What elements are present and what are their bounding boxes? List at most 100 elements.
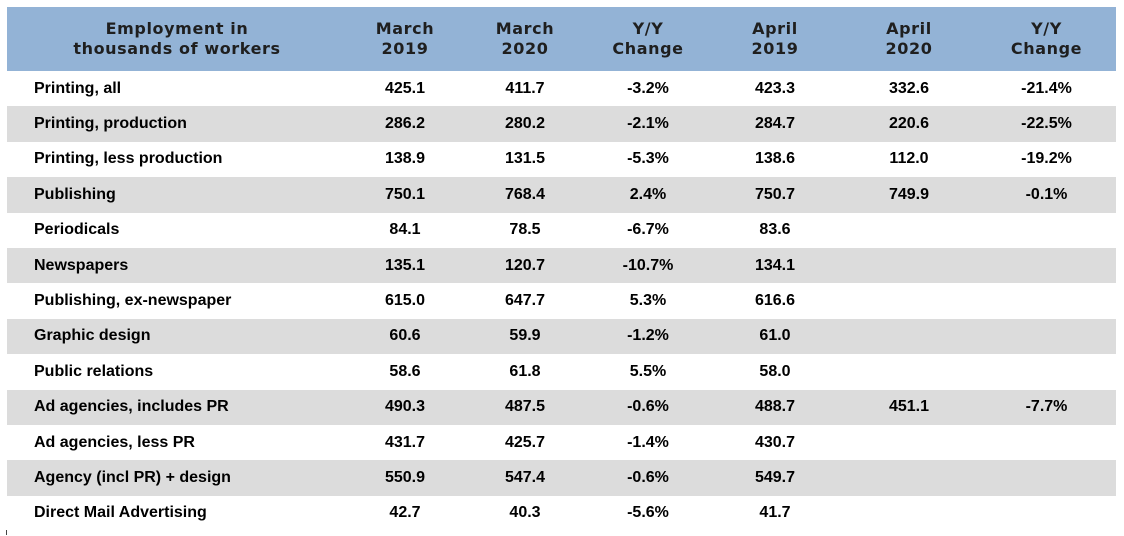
march-2019-cell: 550.9 xyxy=(384,468,426,486)
march-2019-cell: 84.1 xyxy=(389,221,421,239)
employment-table-container: Employment in thousands of workers March… xyxy=(7,7,1116,531)
april-yy-change-cell xyxy=(977,496,1116,531)
header-text: Change xyxy=(1010,39,1083,58)
march-2020-cell: 131.5 xyxy=(504,150,546,168)
header-cell-april-2019: April 2019 xyxy=(709,7,841,71)
march-yy-change-cell: -6.7% xyxy=(627,221,669,239)
table-row: Periodicals 84.1 78.5 -6.7% 83.6 xyxy=(7,213,1116,248)
march-2020-cell: 425.7 xyxy=(504,433,546,451)
header-text: Y/Y xyxy=(632,19,664,38)
april-2020-cell: 332.6 xyxy=(888,79,930,97)
header-text: Change xyxy=(612,39,684,58)
table-row: Agency (incl PR) + design 550.9 547.4 -0.6%… xyxy=(7,460,1116,496)
table-row: Printing, all 425.1 411.7 -3.2% 423.3 332.6 -2… xyxy=(7,71,1116,106)
april-2019-cell: 549.7 xyxy=(754,468,796,486)
march-2020-cell: 647.7 xyxy=(504,292,546,310)
march-2019-cell: 138.9 xyxy=(384,150,426,168)
march-yy-change-cell: -1.2% xyxy=(627,327,669,345)
header-cell-march-yy-change: Y/Y Change xyxy=(587,7,709,71)
april-2020-cell xyxy=(841,354,977,389)
march-2019-cell: 425.1 xyxy=(384,79,426,97)
march-yy-change-cell: -0.6% xyxy=(627,398,669,416)
employment-table: Employment in thousands of workers March… xyxy=(7,7,1116,531)
march-2020-cell: 547.4 xyxy=(504,468,546,486)
row-label: Direct Mail Advertising xyxy=(34,504,207,522)
row-label: Publishing xyxy=(34,185,116,203)
april-yy-change-cell xyxy=(977,425,1116,460)
march-2020-cell: 280.2 xyxy=(504,115,546,133)
table-body: Printing, all 425.1 411.7 -3.2% 423.3 332.6 -2… xyxy=(7,71,1116,531)
april-yy-change-cell xyxy=(977,283,1116,318)
header-text: 2020 xyxy=(501,39,549,58)
table-row: Newspapers 135.1 120.7 -10.7% 134.1 xyxy=(7,247,1116,284)
header-text: Y/Y xyxy=(1031,19,1062,38)
header-text: 2020 xyxy=(885,39,933,58)
march-2019-cell: 286.2 xyxy=(384,115,426,133)
header-text: thousands of workers xyxy=(73,39,281,58)
march-2019-cell: 60.6 xyxy=(389,327,421,345)
table-row: Printing, production 286.2 280.2 -2.1% 284.7… xyxy=(7,106,1116,142)
march-yy-change-cell: -5.3% xyxy=(627,150,669,168)
row-label: Graphic design xyxy=(34,327,151,345)
march-yy-change-cell: -0.6% xyxy=(627,468,669,486)
april-2020-cell xyxy=(841,425,977,460)
april-2019-cell: 134.1 xyxy=(754,256,796,274)
april-2019-cell: 58.0 xyxy=(759,362,791,380)
march-2019-cell: 431.7 xyxy=(384,433,426,451)
april-yy-change-cell xyxy=(977,319,1116,354)
april-2019-cell: 61.0 xyxy=(759,327,791,345)
march-yy-change-cell: -2.1% xyxy=(627,115,669,133)
march-yy-change-cell: -1.4% xyxy=(627,433,669,451)
april-2020-cell: 112.0 xyxy=(889,150,929,168)
april-2020-cell: 749.9 xyxy=(888,185,930,203)
april-yy-change-cell xyxy=(977,460,1116,495)
april-2019-cell: 284.7 xyxy=(754,115,796,133)
header-text: 2019 xyxy=(751,39,799,58)
header-cell-april-2020: April 2020 xyxy=(841,7,977,71)
april-yy-change-cell: -19.2% xyxy=(1021,150,1072,168)
march-2020-cell: 40.3 xyxy=(509,504,541,522)
april-2019-cell: 616.6 xyxy=(754,292,796,310)
march-yy-change-cell: -5.6% xyxy=(627,504,669,522)
april-2019-cell: 750.7 xyxy=(754,185,796,203)
april-2019-cell: 83.6 xyxy=(759,221,791,239)
april-2019-cell: 138.6 xyxy=(754,150,796,168)
table-row: Direct Mail Advertising 42.7 40.3 -5.6% 41.7 xyxy=(7,496,1116,531)
march-2020-cell: 78.5 xyxy=(509,221,541,239)
march-yy-change-cell: -10.7% xyxy=(622,256,674,274)
corner-tick-mark xyxy=(6,530,7,535)
march-2020-cell: 768.4 xyxy=(504,185,546,203)
header-cell-march-2020: March 2020 xyxy=(463,7,587,71)
row-label: Public relations xyxy=(34,362,154,380)
april-yy-change-cell xyxy=(977,213,1116,248)
march-2020-cell: 59.9 xyxy=(509,327,541,345)
march-2019-cell: 615.0 xyxy=(384,292,426,310)
april-2020-cell xyxy=(841,460,977,495)
row-label: Publishing, ex-newspaper xyxy=(34,292,232,310)
table-row: Ad agencies, includes PR 490.3 487.5 -0.6% 4… xyxy=(7,389,1116,425)
april-yy-change-cell: -0.1% xyxy=(1025,185,1068,203)
header-text: Employment in xyxy=(105,19,249,38)
header-text: 2019 xyxy=(381,39,429,58)
row-label: Printing, all xyxy=(34,79,122,97)
march-yy-change-cell: 5.5% xyxy=(629,362,667,380)
april-2019-cell: 430.7 xyxy=(754,433,796,451)
april-2019-cell: 41.7 xyxy=(759,504,791,522)
april-2020-cell: 220.6 xyxy=(888,115,930,133)
march-2019-cell: 58.6 xyxy=(389,362,421,380)
row-label: Printing, production xyxy=(34,115,187,133)
april-2020-cell xyxy=(841,248,977,283)
april-2020-cell xyxy=(841,213,977,248)
april-yy-change-cell: -22.5% xyxy=(1021,115,1072,133)
row-label: Newspapers xyxy=(34,256,129,274)
april-2019-cell: 423.3 xyxy=(754,79,796,97)
april-2020-cell xyxy=(841,283,977,318)
march-2019-cell: 490.3 xyxy=(384,398,426,416)
march-yy-change-cell: 2.4% xyxy=(629,185,667,203)
header-text: April xyxy=(886,19,932,38)
march-2019-cell: 42.7 xyxy=(389,504,421,522)
header-text: March xyxy=(495,19,555,38)
march-2020-cell: 61.8 xyxy=(509,362,541,380)
march-2020-cell: 411.7 xyxy=(505,79,545,97)
table-row: Publishing 750.1 768.4 2.4% 750.7 749.9 -0.1% xyxy=(7,177,1116,213)
